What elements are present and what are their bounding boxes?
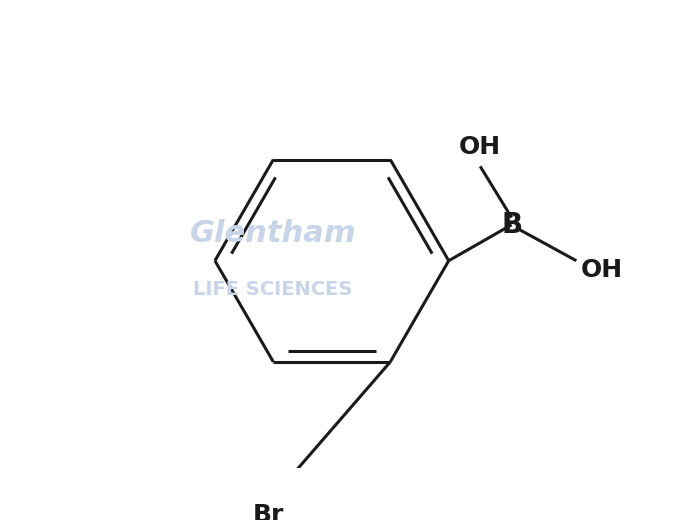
Text: Glentham: Glentham	[189, 219, 356, 248]
Text: LIFE SCIENCES: LIFE SCIENCES	[193, 280, 353, 300]
Text: OH: OH	[459, 135, 501, 159]
Text: Br: Br	[253, 503, 285, 520]
Text: B: B	[501, 211, 522, 239]
Text: OH: OH	[580, 258, 623, 282]
